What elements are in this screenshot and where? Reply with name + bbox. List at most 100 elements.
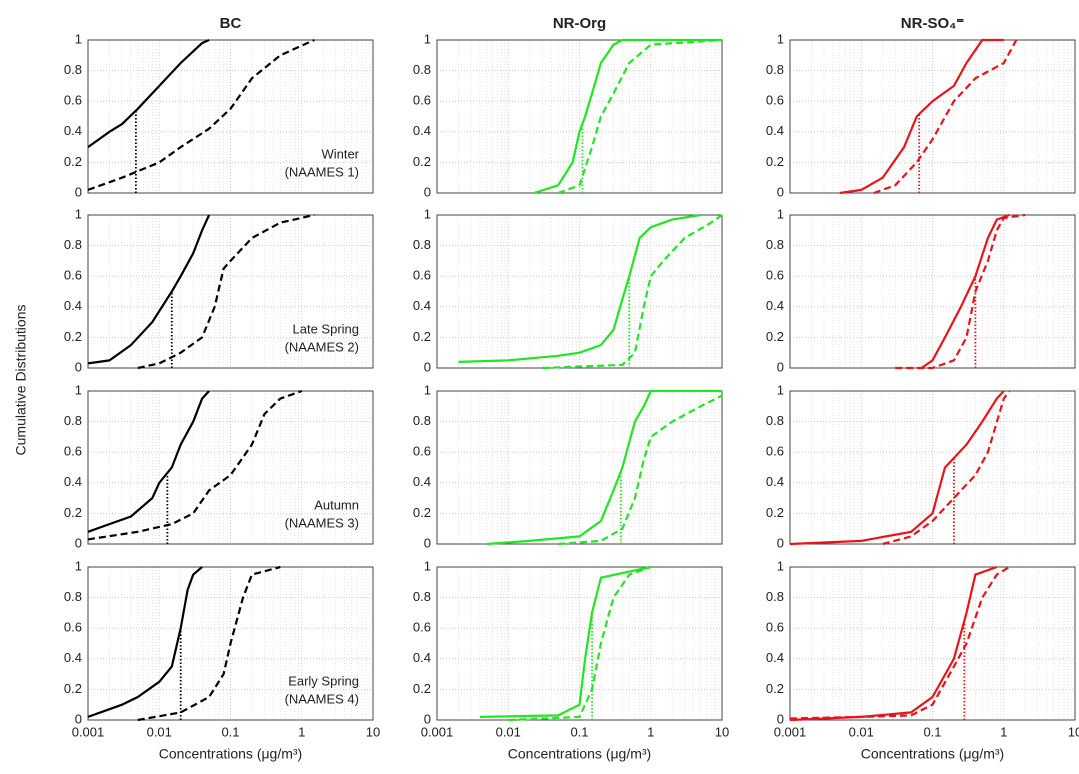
y-tick-label: 0 (424, 711, 431, 726)
season-annotation: (NAAMES 1) (285, 164, 359, 179)
cdf-line (479, 565, 652, 718)
y-tick-label: 0.8 (766, 62, 784, 77)
plot-frame (436, 390, 723, 545)
y-tick-label: 0 (424, 359, 431, 374)
y-tick-label: 0.6 (413, 93, 431, 108)
y-tick-label: 0.2 (64, 154, 82, 169)
y-tick-label: 0.8 (64, 62, 82, 77)
y-tick-label: 0.2 (766, 681, 784, 696)
y-tick-label: 0.6 (64, 620, 82, 635)
y-tick-label: 0.4 (413, 298, 431, 313)
cdf-line (533, 38, 722, 195)
y-tick-label: 1 (75, 558, 82, 573)
y-tick-label: 0.2 (64, 505, 82, 520)
plot-frame (789, 390, 1076, 545)
y-tick-label: 0.6 (766, 620, 784, 635)
y-tick-label: 0.2 (766, 154, 784, 169)
plot-frame (436, 566, 723, 721)
season-annotation: (NAAMES 2) (285, 339, 359, 354)
cdf-line (895, 213, 1026, 370)
x-tick-label: 0.01 (849, 724, 874, 739)
cdf-line (873, 39, 1018, 195)
x-tick-label: 10 (366, 724, 380, 739)
y-tick-label: 0.4 (64, 650, 82, 665)
panel-title: NR-Org (553, 15, 606, 32)
y-tick-label: 0.4 (413, 474, 431, 489)
y-tick-label: 0 (777, 184, 784, 199)
y-tick-label: 1 (777, 382, 784, 397)
x-tick-label: 10 (1068, 724, 1079, 739)
cdf-line (558, 394, 723, 546)
x-tick-label: 0.01 (496, 724, 521, 739)
plot-frame (87, 566, 374, 721)
plot-frame (87, 390, 374, 545)
y-tick-label: 1 (777, 206, 784, 221)
y-tick-label: 0.2 (766, 329, 784, 344)
y-tick-label: 0 (777, 711, 784, 726)
cdf-line (87, 390, 210, 533)
y-tick-label: 0.4 (413, 123, 431, 138)
y-tick-label: 0 (75, 535, 82, 550)
cdf-line (87, 38, 315, 191)
y-tick-label: 0.8 (64, 589, 82, 604)
plot-frame (436, 39, 723, 194)
y-tick-label: 0.6 (766, 444, 784, 459)
cdf-line (137, 213, 315, 370)
y-tick-label: 0.6 (64, 444, 82, 459)
y-tick-label: 0.2 (64, 329, 82, 344)
y-tick-label: 0.6 (64, 268, 82, 283)
x-tick-label: 0.001 (421, 724, 454, 739)
season-annotation: (NAAMES 4) (285, 691, 359, 706)
y-tick-label: 0.6 (413, 268, 431, 283)
y-tick-label: 0.4 (64, 474, 82, 489)
x-tick-label: 1 (298, 724, 305, 739)
cdf-line (508, 565, 652, 722)
y-tick-label: 0.4 (766, 123, 784, 138)
y-axis-label: Cumulative Distributions (13, 305, 29, 456)
y-tick-label: 0.8 (766, 413, 784, 428)
y-tick-label: 1 (777, 558, 784, 573)
y-tick-label: 0.4 (766, 298, 784, 313)
cdf-line (137, 565, 281, 722)
y-tick-label: 0.2 (64, 681, 82, 696)
y-tick-label: 0.2 (413, 681, 431, 696)
y-tick-label: 0.4 (64, 298, 82, 313)
plot-frame (789, 566, 1076, 721)
y-tick-label: 0 (424, 535, 431, 550)
cdf-line (882, 390, 1011, 546)
y-tick-label: 0 (424, 184, 431, 199)
y-tick-label: 1 (424, 558, 431, 573)
y-tick-label: 0 (75, 359, 82, 374)
season-annotation: Late Spring (293, 321, 360, 336)
y-tick-label: 0.8 (766, 589, 784, 604)
y-tick-label: 1 (424, 382, 431, 397)
season-annotation: (NAAMES 3) (285, 515, 359, 530)
y-tick-label: 0.4 (766, 474, 784, 489)
x-axis-label: Concentrations (μg/m³) (508, 746, 651, 762)
season-annotation: Winter (321, 146, 359, 161)
plot-frame (87, 39, 374, 194)
y-tick-label: 0 (777, 359, 784, 374)
cdf-line (486, 389, 722, 546)
x-tick-label: 0.001 (774, 724, 807, 739)
y-tick-label: 1 (75, 206, 82, 221)
cdf-line (87, 566, 203, 718)
x-tick-label: 0.01 (147, 724, 172, 739)
y-tick-label: 0.4 (413, 650, 431, 665)
cdf-line (542, 214, 723, 370)
y-tick-label: 0.6 (64, 93, 82, 108)
y-tick-label: 1 (424, 206, 431, 221)
y-tick-label: 0.2 (766, 505, 784, 520)
y-tick-label: 0.8 (413, 589, 431, 604)
cdf-line (458, 213, 701, 363)
cdf-line (839, 38, 1004, 195)
y-tick-label: 0.6 (766, 93, 784, 108)
y-tick-label: 0.6 (413, 444, 431, 459)
x-tick-label: 1 (1000, 724, 1007, 739)
y-tick-label: 1 (777, 31, 784, 46)
cdf-line (87, 214, 211, 365)
y-tick-label: 0.2 (413, 505, 431, 520)
y-tick-label: 0.6 (766, 268, 784, 283)
cdf-line (87, 38, 210, 148)
